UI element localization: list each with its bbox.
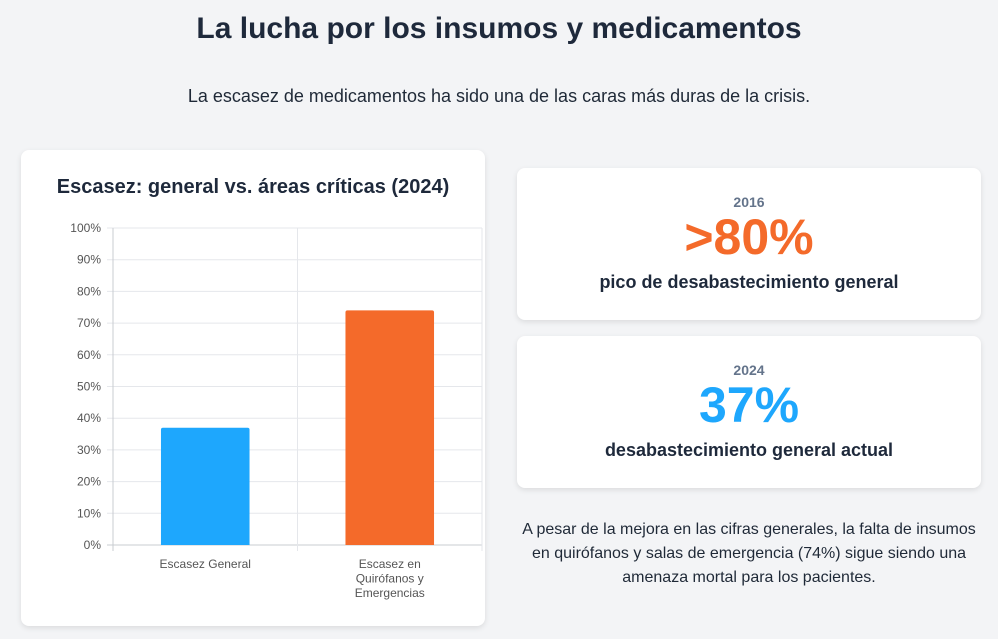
- chart-title: Escasez: general vs. áreas críticas (202…: [56, 176, 450, 198]
- stat-value: >80%: [684, 209, 814, 265]
- page-title: La lucha por los insumos y medicamentos: [196, 12, 802, 45]
- y-tick-label: 60%: [77, 348, 101, 362]
- y-tick-label: 100%: [70, 221, 101, 235]
- y-tick-label: 40%: [77, 411, 101, 425]
- x-tick-label: Quirófanos y: [356, 572, 424, 586]
- stat-card-2016: 2016 >80% pico de desabastecimiento gene…: [517, 168, 981, 320]
- y-tick-label: 0%: [84, 538, 102, 552]
- stat-year: 2016: [733, 194, 765, 210]
- y-tick-label: 20%: [77, 475, 101, 489]
- chart-card: Escasez: general vs. áreas críticas (202…: [21, 150, 485, 626]
- stat-card-2024: 2024 37% desabastecimiento general actua…: [517, 336, 981, 488]
- bar-chart: 0% 10% 20% 30% 40% 50% 60% 70% 80% 90% 100% Escasez…: [70, 221, 483, 600]
- stat-label: desabastecimiento general actual: [604, 440, 894, 460]
- y-tick-label: 10%: [77, 506, 101, 520]
- x-tick-label: Emergencias: [355, 586, 425, 600]
- bar: [345, 310, 435, 545]
- x-tick-label: Escasez en: [359, 557, 421, 571]
- y-tick-label: 90%: [77, 253, 101, 267]
- summary-note: A pesar de la mejora en las cifras gener…: [522, 521, 976, 586]
- stat-year: 2024: [733, 362, 765, 378]
- y-tick-label: 30%: [77, 443, 101, 457]
- y-tick-label: 50%: [77, 380, 101, 394]
- bar: [160, 427, 250, 545]
- y-tick-label: 80%: [77, 284, 101, 298]
- x-tick-label: Escasez General: [160, 557, 251, 571]
- stat-label: pico de desabastecimiento general: [599, 272, 899, 292]
- y-tick-label: 70%: [77, 316, 101, 330]
- stat-value: 37%: [698, 377, 800, 433]
- page-subtitle: La escasez de medicamentos ha sido una d…: [187, 86, 811, 106]
